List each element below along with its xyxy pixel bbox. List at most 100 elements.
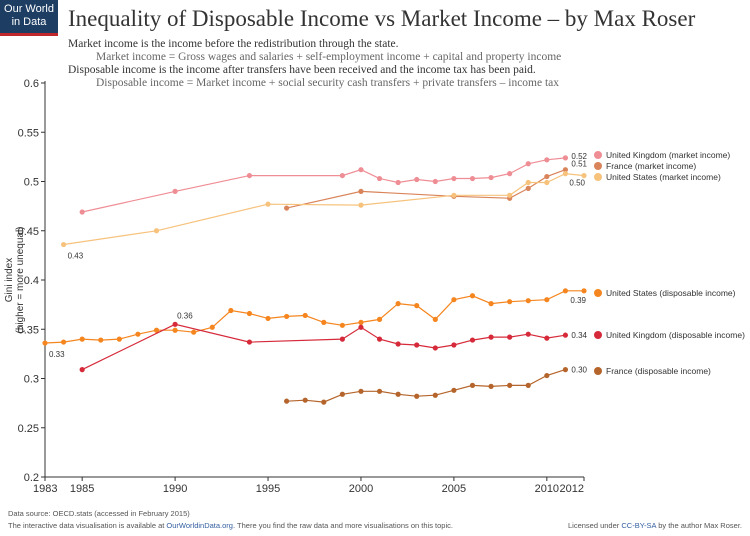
x-tick-label: 1983 — [33, 483, 57, 495]
data-point — [469, 382, 476, 388]
series-line — [63, 172, 585, 246]
data-point — [507, 334, 513, 340]
data-source-note: Data source: OECD.stats (accessed in Feb… — [8, 509, 190, 518]
data-point — [42, 340, 48, 346]
data-point — [507, 299, 513, 305]
legend-label: France (market income) — [606, 161, 696, 171]
data-point — [544, 173, 550, 180]
subtitle-line-2: Market income = Gross wages and salaries… — [96, 51, 562, 63]
chart-title: Inequality of Disposable Income vs Marke… — [68, 6, 696, 31]
data-point — [451, 387, 457, 393]
data-point — [525, 161, 531, 167]
data-point — [358, 167, 364, 173]
data-point — [507, 171, 513, 177]
data-point — [525, 331, 531, 337]
legend-label: United Kingdom (disposable income) — [606, 330, 745, 340]
data-point — [284, 313, 290, 320]
peak-value-label: 0.36 — [177, 311, 193, 320]
subtitle-line-1: Market income is the income before the r… — [68, 38, 399, 50]
data-point — [265, 315, 271, 322]
data-point — [525, 298, 531, 304]
data-point — [414, 342, 420, 348]
data-point — [581, 288, 587, 294]
x-tick-label: 2010 — [535, 483, 559, 495]
y-tick-label: 0.35 — [18, 324, 39, 336]
subtitle-line-3: Disposable income is the income after tr… — [68, 64, 536, 76]
data-point — [562, 367, 569, 373]
owid-link[interactable]: OurWorldinData.org — [166, 521, 233, 530]
data-point — [358, 388, 364, 394]
license-note: Licensed under CC-BY-SA by the author Ma… — [568, 521, 742, 530]
data-point — [451, 192, 457, 198]
data-point — [451, 342, 457, 348]
data-point — [60, 241, 67, 248]
data-point — [544, 297, 550, 303]
start-value-label: 0.43 — [68, 252, 84, 261]
data-point — [488, 301, 494, 307]
data-point — [191, 329, 197, 335]
data-point — [544, 335, 550, 341]
legend-label: United States (market income) — [606, 172, 721, 182]
data-point — [469, 175, 476, 182]
data-point — [581, 172, 587, 179]
data-point — [79, 336, 85, 342]
data-point — [562, 288, 569, 294]
license-text-before: Licensed under — [567, 521, 622, 530]
x-tick-label: 1985 — [70, 483, 94, 495]
series-line — [44, 290, 584, 344]
data-point — [284, 205, 290, 211]
data-point — [228, 307, 234, 314]
logo-accent-bar — [0, 33, 58, 36]
data-point — [432, 178, 438, 185]
owid-logo: Our World in Data — [0, 0, 58, 36]
data-point — [116, 336, 122, 342]
legend-label: United States (disposable income) — [606, 288, 736, 298]
data-point — [562, 332, 569, 338]
data-point — [451, 175, 457, 182]
data-point — [209, 324, 215, 330]
data-point — [376, 336, 383, 342]
legend-marker — [594, 331, 602, 339]
end-value-label: 0.34 — [571, 331, 587, 340]
data-point — [469, 293, 476, 299]
data-point — [358, 324, 364, 330]
data-point — [544, 157, 550, 163]
data-point — [376, 388, 383, 394]
legend-marker — [594, 367, 602, 375]
license-link[interactable]: CC-BY-SA — [621, 521, 657, 530]
legend-label: United Kingdom (market income) — [606, 150, 730, 160]
y-tick-label: 0.3 — [24, 374, 39, 386]
license-text-after: by the author Max Roser. — [656, 521, 742, 530]
availability-note: The interactive data visualisation is av… — [8, 521, 453, 530]
data-point — [376, 316, 383, 322]
series-line — [81, 323, 566, 371]
y-tick-label: 0.45 — [18, 226, 39, 238]
data-point — [302, 397, 308, 403]
data-point — [153, 327, 160, 333]
availability-text-before: The interactive data visualisation is av… — [8, 521, 167, 530]
data-point — [376, 175, 383, 182]
data-point — [339, 322, 345, 328]
availability-text-after: . There you find the raw data and more v… — [232, 521, 453, 530]
data-point — [135, 331, 141, 337]
legend-marker — [594, 151, 602, 159]
data-point — [172, 321, 178, 327]
x-tick-label: 2012 — [560, 483, 584, 495]
x-tick-label: 1995 — [256, 483, 280, 495]
series-line — [286, 369, 566, 403]
data-point — [302, 312, 308, 319]
data-point — [339, 391, 345, 397]
data-point — [153, 228, 160, 234]
data-point — [414, 176, 420, 183]
subtitle-line-4: Disposable income = Market income + soci… — [96, 77, 560, 89]
legend-marker — [594, 162, 602, 170]
x-tick-label: 1990 — [163, 483, 187, 495]
data-point — [395, 391, 401, 397]
end-value-label: 0.51 — [571, 160, 587, 169]
data-point — [488, 334, 494, 340]
data-point — [414, 393, 420, 399]
data-point — [172, 327, 178, 333]
end-value-label: 0.52 — [571, 152, 587, 161]
data-point — [507, 382, 513, 388]
data-point — [525, 382, 531, 388]
